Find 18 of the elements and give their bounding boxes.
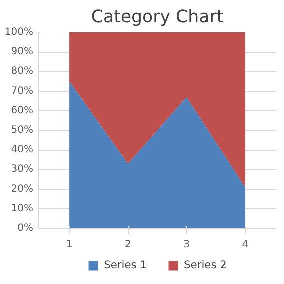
x-tick-label: 1 [66, 240, 73, 250]
chart-title: Category Chart [91, 8, 224, 28]
y-tick-label: 10% [11, 203, 34, 214]
y-tick-label: 40% [11, 144, 34, 156]
y-tick-label: 30% [11, 164, 34, 176]
y-tick-label: 60% [11, 105, 34, 116]
y-tick-label: 80% [11, 66, 34, 78]
y-tick-label: 50% [11, 125, 34, 136]
y-tick-label: 70% [11, 86, 34, 97]
legend-label: Series 2 [184, 258, 227, 272]
y-tick-label: 100% [4, 27, 34, 38]
x-tick-label: 4 [242, 240, 249, 250]
y-tick-label: 20% [11, 184, 34, 195]
y-tick-label: 0% [18, 223, 34, 234]
y-tick-label: 90% [11, 46, 34, 58]
x-tick-label: 3 [184, 240, 190, 250]
x-tick-label: 2 [125, 240, 132, 250]
legend-label: Series 1 [104, 258, 147, 272]
